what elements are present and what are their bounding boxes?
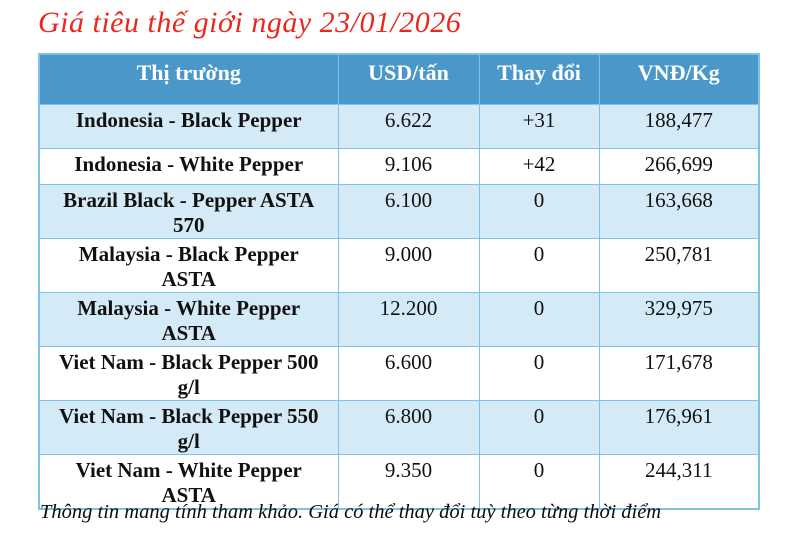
- usd-cell: 9.000: [337, 237, 480, 293]
- change-cell: 0: [478, 237, 600, 293]
- vnd-cell: 188,477: [598, 103, 760, 149]
- change-cell: 0: [478, 291, 600, 347]
- column-header-market: Thị trường: [38, 53, 339, 105]
- market-cell: Viet Nam - Black Pepper 500 g/l: [38, 345, 339, 401]
- change-cell: 0: [478, 453, 600, 509]
- vnd-cell: 171,678: [598, 345, 760, 401]
- market-cell: Indonesia - Black Pepper: [38, 103, 339, 149]
- vnd-cell: 266,699: [598, 147, 760, 185]
- market-cell: Malaysia - Black Pepper ASTA: [38, 237, 339, 293]
- table-header: Thị trường USD/tấn Thay đổi VNĐ/Kg: [38, 53, 760, 105]
- pepper-price-table: Thị trường USD/tấn Thay đổi VNĐ/Kg Indon…: [38, 53, 760, 510]
- market-cell: Viet Nam - White Pepper ASTA: [38, 453, 339, 509]
- table-row: Indonesia - White Pepper 9.106 +42 266,6…: [38, 147, 760, 185]
- usd-cell: 6.600: [337, 345, 480, 401]
- vnd-cell: 163,668: [598, 183, 760, 239]
- market-cell: Malaysia - White Pepper ASTA: [38, 291, 339, 347]
- usd-cell: 12.200: [337, 291, 480, 347]
- vnd-cell: 244,311: [598, 453, 760, 509]
- table-row: Viet Nam - White Pepper ASTA 9.350 0 244…: [38, 453, 760, 509]
- vnd-cell: 176,961: [598, 399, 760, 455]
- table-row: Indonesia - Black Pepper 6.622 +31 188,4…: [38, 103, 760, 149]
- market-cell: Brazil Black - Pepper ASTA 570: [38, 183, 339, 239]
- column-header-usd: USD/tấn: [337, 53, 480, 105]
- change-cell: 0: [478, 399, 600, 455]
- change-cell: +31: [478, 103, 600, 149]
- usd-cell: 6.800: [337, 399, 480, 455]
- usd-cell: 9.106: [337, 147, 480, 185]
- market-cell: Viet Nam - Black Pepper 550 g/l: [38, 399, 339, 455]
- column-header-change: Thay đổi: [478, 53, 600, 105]
- vnd-cell: 250,781: [598, 237, 760, 293]
- usd-cell: 6.622: [337, 103, 480, 149]
- usd-cell: 9.350: [337, 453, 480, 509]
- table-row: Malaysia - White Pepper ASTA 12.200 0 32…: [38, 291, 760, 347]
- table-row: Viet Nam - Black Pepper 550 g/l 6.800 0 …: [38, 399, 760, 455]
- change-cell: 0: [478, 345, 600, 401]
- change-cell: +42: [478, 147, 600, 185]
- market-cell: Indonesia - White Pepper: [38, 147, 339, 185]
- usd-cell: 6.100: [337, 183, 480, 239]
- table-row: Malaysia - Black Pepper ASTA 9.000 0 250…: [38, 237, 760, 293]
- column-header-vnd: VNĐ/Kg: [598, 53, 760, 105]
- page-title: Giá tiêu thế giới ngày 23/01/2026: [38, 6, 462, 39]
- table-row: Viet Nam - Black Pepper 500 g/l 6.600 0 …: [38, 345, 760, 401]
- change-cell: 0: [478, 183, 600, 239]
- table-row: Brazil Black - Pepper ASTA 570 6.100 0 1…: [38, 183, 760, 239]
- footer-note: Thông tin mang tính tham khảo. Giá có th…: [40, 501, 662, 523]
- vnd-cell: 329,975: [598, 291, 760, 347]
